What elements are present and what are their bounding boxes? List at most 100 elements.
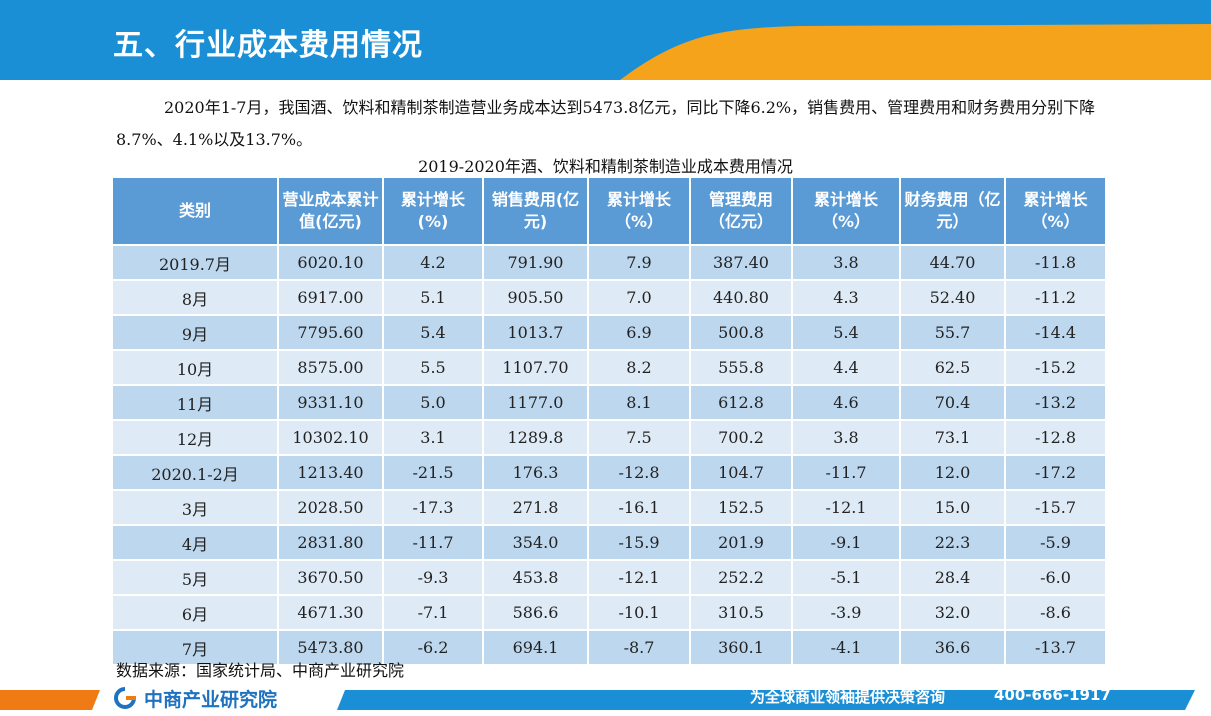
data-source: 数据来源：国家统计局、中商产业研究院 <box>116 661 405 680</box>
table-cell: -12.1 <box>588 560 691 596</box>
table-cell: 8575.00 <box>278 350 384 386</box>
summary-paragraph: 2020年1-7月，我国酒、饮料和精制茶制造营业务成本达到5473.8亿元，同比… <box>116 98 1096 149</box>
table-cell: -8.6 <box>1005 595 1105 631</box>
column-header: 管理费用（亿元） <box>690 178 793 246</box>
row-label-cell: 4月 <box>113 525 279 561</box>
table-cell: -11.2 <box>1005 280 1105 316</box>
table-row: 7月 5473.80 -6.2 694.1 -8.7 360.1 -4.1 36.6 -13.7 <box>113 630 1105 666</box>
table-cell: -11.8 <box>1005 245 1105 281</box>
table-cell: 6917.00 <box>278 280 384 316</box>
table-cell: 3.8 <box>792 245 901 281</box>
table-cell: 1107.70 <box>483 350 589 386</box>
table-cell: -17.2 <box>1005 455 1105 491</box>
logo-text: 中商产业研究院 <box>144 688 278 711</box>
table-cell: 6020.10 <box>278 245 384 281</box>
column-header: 类别 <box>113 178 279 246</box>
table-cell: -6.0 <box>1005 560 1105 596</box>
row-label-cell: 5月 <box>113 560 279 596</box>
logo-mark-icon <box>114 687 136 709</box>
row-label-cell: 7月 <box>113 630 279 666</box>
table-cell: -12.8 <box>1005 420 1105 456</box>
table-cell: 1013.7 <box>483 315 589 351</box>
table-cell: 7795.60 <box>278 315 384 351</box>
table-title: 2019-2020年酒、饮料和精制茶制造业成本费用情况 <box>418 157 793 176</box>
table-cell: 500.8 <box>690 315 793 351</box>
table-cell: 1213.40 <box>278 455 384 491</box>
column-header: 累计增长(%) <box>383 178 484 246</box>
table-cell: 586.6 <box>483 595 589 631</box>
table-cell: -9.3 <box>383 560 484 596</box>
table-cell: 5.1 <box>383 280 484 316</box>
table-cell: 15.0 <box>900 490 1006 526</box>
table-cell: 7.5 <box>588 420 691 456</box>
row-label-cell: 9月 <box>113 315 279 351</box>
column-header: 累计增长（%） <box>1005 178 1105 246</box>
table-cell: -7.1 <box>383 595 484 631</box>
table-cell: 252.2 <box>690 560 793 596</box>
row-label-cell: 2020.1-2月 <box>113 455 279 491</box>
row-label-cell: 3月 <box>113 490 279 526</box>
table-cell: -15.9 <box>588 525 691 561</box>
table-cell: 2831.80 <box>278 525 384 561</box>
table-cell: 8.2 <box>588 350 691 386</box>
table-row: 8月 6917.00 5.1 905.50 7.0 440.80 4.3 52.40 -11.2 <box>113 280 1105 316</box>
row-label-cell: 8月 <box>113 280 279 316</box>
header-background <box>0 0 1211 80</box>
table-cell: 3.1 <box>383 420 484 456</box>
table-cell: -21.5 <box>383 455 484 491</box>
table-cell: 5.4 <box>383 315 484 351</box>
table-cell: 9331.10 <box>278 385 384 421</box>
table-cell: 44.70 <box>900 245 1006 281</box>
table-cell: 700.2 <box>690 420 793 456</box>
table-cell: 36.6 <box>900 630 1006 666</box>
header-banner: 五、行业成本费用情况 <box>0 0 1211 80</box>
footer-bar <box>0 684 1211 716</box>
row-label-cell: 2019.7月 <box>113 245 279 281</box>
table-cell: 3670.50 <box>278 560 384 596</box>
column-header: 累计增长（%） <box>792 178 901 246</box>
table-cell: 440.80 <box>690 280 793 316</box>
column-header: 营业成本累计值(亿元) <box>278 178 384 246</box>
table-cell: 32.0 <box>900 595 1006 631</box>
table-cell: 73.1 <box>900 420 1006 456</box>
table-cell: 1177.0 <box>483 385 589 421</box>
table-cell: 4.3 <box>792 280 901 316</box>
table-cell: 22.3 <box>900 525 1006 561</box>
table-cell: 905.50 <box>483 280 589 316</box>
table-cell: 8.1 <box>588 385 691 421</box>
table-row: 11月 9331.10 5.0 1177.0 8.1 612.8 4.6 70.4 -13.2 <box>113 385 1105 421</box>
table-header-row: 类别 营业成本累计值(亿元) 累计增长(%) 销售费用(亿元) 累计增长（%） 管理费用（… <box>113 178 1105 246</box>
table-row: 5月 3670.50 -9.3 453.8 -12.1 252.2 -5.1 28.4 -6.0 <box>113 560 1105 596</box>
table-cell: -5.1 <box>792 560 901 596</box>
table-cell: 7.0 <box>588 280 691 316</box>
table-cell: 310.5 <box>690 595 793 631</box>
table-cell: 694.1 <box>483 630 589 666</box>
table-cell: 354.0 <box>483 525 589 561</box>
table-cell: 453.8 <box>483 560 589 596</box>
table-cell: 360.1 <box>690 630 793 666</box>
table-cell: 6.9 <box>588 315 691 351</box>
table-cell: -10.1 <box>588 595 691 631</box>
table-cell: 555.8 <box>690 350 793 386</box>
table-cell: -11.7 <box>383 525 484 561</box>
table-cell: 52.40 <box>900 280 1006 316</box>
table-cell: -15.2 <box>1005 350 1105 386</box>
table-row: 10月 8575.00 5.5 1107.70 8.2 555.8 4.4 62.5 -15.2 <box>113 350 1105 386</box>
table-cell: -12.8 <box>588 455 691 491</box>
table-cell: 4.4 <box>792 350 901 386</box>
table-cell: -12.1 <box>792 490 901 526</box>
table-cell: 1289.8 <box>483 420 589 456</box>
table-cell: 5.0 <box>383 385 484 421</box>
footer-background <box>0 690 1195 710</box>
row-label-cell: 11月 <box>113 385 279 421</box>
table-cell: -5.9 <box>1005 525 1105 561</box>
table-cell: -15.7 <box>1005 490 1105 526</box>
table-cell: 4671.30 <box>278 595 384 631</box>
table-cell: -4.1 <box>792 630 901 666</box>
table-cell: 5.4 <box>792 315 901 351</box>
table-cell: 3.8 <box>792 420 901 456</box>
table-cell: 7.9 <box>588 245 691 281</box>
cost-table: 类别 营业成本累计值(亿元) 累计增长(%) 销售费用(亿元) 累计增长（%） 管理费用（… <box>113 178 1105 666</box>
column-header: 累计增长（%） <box>588 178 691 246</box>
row-label-cell: 6月 <box>113 595 279 631</box>
